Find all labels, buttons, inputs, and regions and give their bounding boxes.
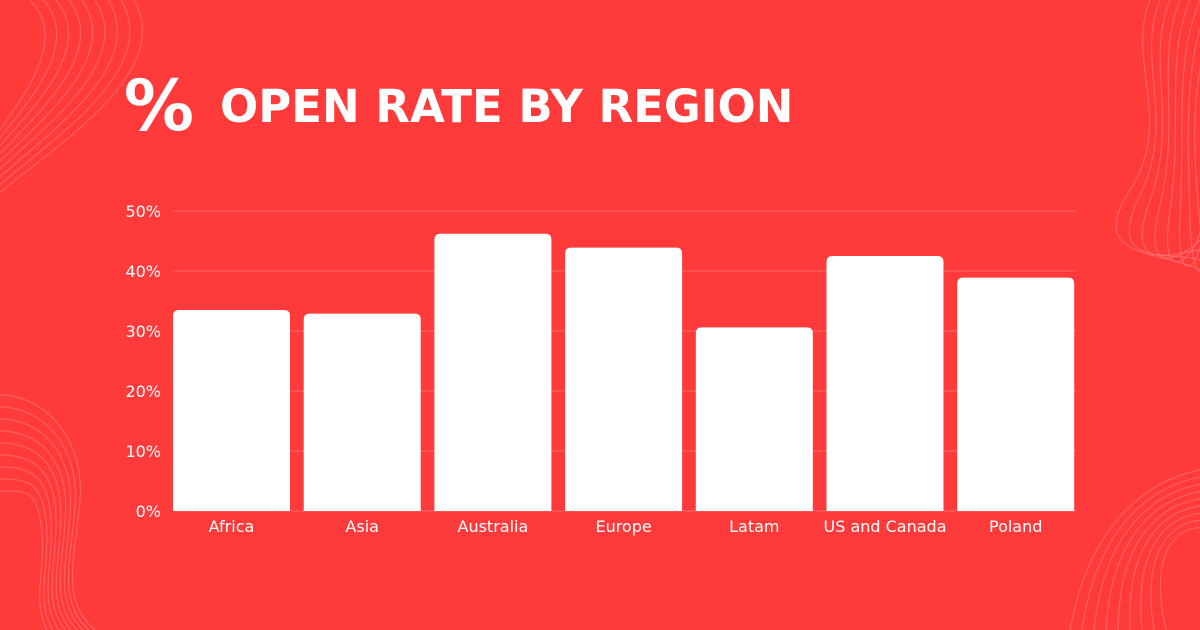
x-category-label: Africa [209, 517, 255, 536]
x-category-label: Europe [595, 517, 651, 536]
bar-australia [434, 233, 552, 512]
x-category-label: Poland [989, 517, 1042, 536]
y-tick-label: 40% [125, 262, 161, 281]
x-category-label: Australia [458, 517, 529, 536]
y-tick-label: 20% [125, 382, 161, 401]
y-tick-label: 10% [125, 442, 161, 461]
y-tick-label: 50% [125, 202, 161, 221]
chart-header: % OPEN RATE BY REGION [120, 65, 794, 147]
bar-africa [173, 310, 290, 511]
bar-europe [565, 247, 683, 511]
bar-poland [957, 277, 1075, 511]
bar-asia [303, 313, 421, 511]
x-category-label: Asia [345, 517, 379, 536]
chart-title: OPEN RATE BY REGION [220, 79, 794, 133]
bar-us-and-canada [826, 256, 944, 511]
y-tick-label: 0% [136, 502, 161, 521]
x-category-label: Latam [729, 517, 779, 536]
y-tick-label: 30% [125, 322, 161, 341]
x-category-label: US and Canada [823, 517, 946, 536]
bar-latam [695, 327, 813, 511]
percent-icon: % [123, 65, 195, 147]
